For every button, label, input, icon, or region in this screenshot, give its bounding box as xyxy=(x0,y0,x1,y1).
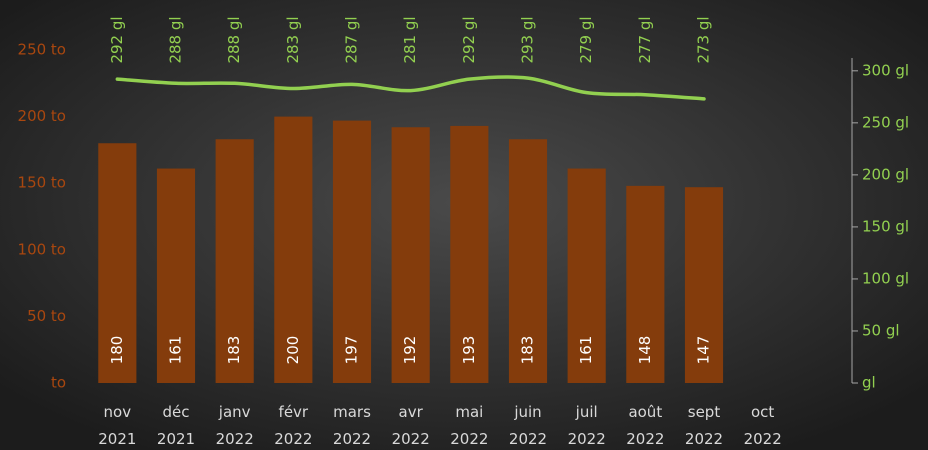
line xyxy=(115,75,706,101)
bar xyxy=(391,127,430,383)
bar-value-label: 161 xyxy=(167,336,185,365)
bar-value-label: 192 xyxy=(401,336,419,365)
bar-value-label: 193 xyxy=(460,336,478,365)
line-value-label: 288 gl xyxy=(225,16,243,63)
y2-tick-label: gl xyxy=(862,374,876,392)
line-value-label: 292 gl xyxy=(460,16,478,63)
line-value-label: 281 gl xyxy=(401,16,419,63)
bar-value-label: 147 xyxy=(695,336,713,365)
x-tick-label: avr 2022 xyxy=(392,403,430,448)
bar-value-label: 148 xyxy=(636,336,654,365)
x-tick-label: nov 2021 xyxy=(98,403,136,448)
x-tick-label: janv 2022 xyxy=(216,403,254,448)
bar xyxy=(274,116,313,383)
y-tick-label: 150 to xyxy=(18,174,66,192)
bar-value-label: 183 xyxy=(519,336,537,365)
x-tick-label: mars 2022 xyxy=(333,403,371,448)
y2-tick-label: 300 gl xyxy=(862,61,909,79)
x-tick-label: oct 2022 xyxy=(744,403,782,448)
x-tick-label: févr 2022 xyxy=(274,403,312,448)
y-tick-label: 200 to xyxy=(18,107,66,125)
bar xyxy=(567,168,606,383)
line-value-label: 292 gl xyxy=(108,16,126,63)
bar xyxy=(98,143,137,383)
line-value-label: 279 gl xyxy=(577,16,595,63)
bar-value-label: 200 xyxy=(284,336,302,365)
y-tick-label: 100 to xyxy=(18,240,66,258)
line-value-label: 283 gl xyxy=(284,16,302,63)
bar-value-label: 197 xyxy=(343,336,361,365)
bar xyxy=(508,139,548,383)
bar xyxy=(684,187,724,383)
bar xyxy=(626,185,665,383)
x-tick-label: juin 2022 xyxy=(509,403,547,448)
y2-tick-label: 200 gl xyxy=(862,165,909,183)
y2-tick-label: 50 gl xyxy=(862,321,900,339)
line-value-label: 293 gl xyxy=(519,16,537,63)
y-tick-label: to xyxy=(51,374,66,392)
line-value-label: 277 gl xyxy=(636,16,654,63)
x-tick-label: juil 2022 xyxy=(568,403,606,448)
line-value-label: 288 gl xyxy=(167,16,185,63)
y-tick-label: 250 to xyxy=(18,41,66,59)
bar-value-label: 183 xyxy=(225,336,243,365)
bar xyxy=(215,139,254,383)
bar xyxy=(156,168,196,383)
x-tick-label: déc 2021 xyxy=(157,403,195,448)
x-tick-label: août 2022 xyxy=(626,403,664,448)
y2-tick-label: 250 gl xyxy=(862,113,909,131)
line-value-label: 287 gl xyxy=(343,16,361,63)
y-tick-label: 50 to xyxy=(27,307,66,325)
x-tick-label: sept 2022 xyxy=(685,403,723,448)
line-value-label: 273 gl xyxy=(695,16,713,63)
x-tick-label: mai 2022 xyxy=(450,403,488,448)
y2-tick-label: 100 gl xyxy=(862,269,909,287)
y2-tick-label: 150 gl xyxy=(862,217,909,235)
bar-value-label: 161 xyxy=(577,336,595,365)
bar xyxy=(332,120,372,383)
bar xyxy=(450,125,489,383)
bar-value-label: 180 xyxy=(108,336,126,365)
